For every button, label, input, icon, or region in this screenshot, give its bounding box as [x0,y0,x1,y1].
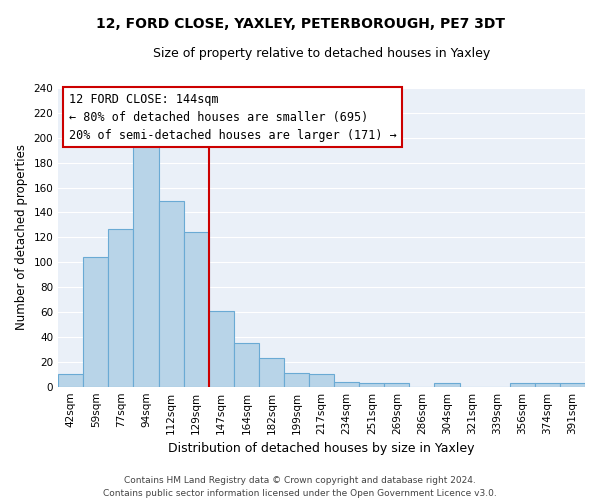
Bar [158,202,184,386]
Bar [309,374,334,386]
Bar [334,382,359,386]
Bar [284,373,309,386]
Y-axis label: Number of detached properties: Number of detached properties [15,144,28,330]
Bar [83,258,109,386]
Bar [510,383,535,386]
Text: 12 FORD CLOSE: 144sqm
← 80% of detached houses are smaller (695)
20% of semi-det: 12 FORD CLOSE: 144sqm ← 80% of detached … [69,92,397,142]
Bar [535,383,560,386]
Title: Size of property relative to detached houses in Yaxley: Size of property relative to detached ho… [153,48,490,60]
Bar [259,358,284,386]
Bar [385,383,409,386]
Bar [434,383,460,386]
Text: Contains HM Land Registry data © Crown copyright and database right 2024.
Contai: Contains HM Land Registry data © Crown c… [103,476,497,498]
Bar [184,232,209,386]
Bar [209,311,234,386]
Bar [359,383,385,386]
X-axis label: Distribution of detached houses by size in Yaxley: Distribution of detached houses by size … [169,442,475,455]
Bar [109,228,133,386]
Bar [234,343,259,386]
Bar [58,374,83,386]
Bar [560,383,585,386]
Text: 12, FORD CLOSE, YAXLEY, PETERBOROUGH, PE7 3DT: 12, FORD CLOSE, YAXLEY, PETERBOROUGH, PE… [95,18,505,32]
Bar [133,139,158,386]
